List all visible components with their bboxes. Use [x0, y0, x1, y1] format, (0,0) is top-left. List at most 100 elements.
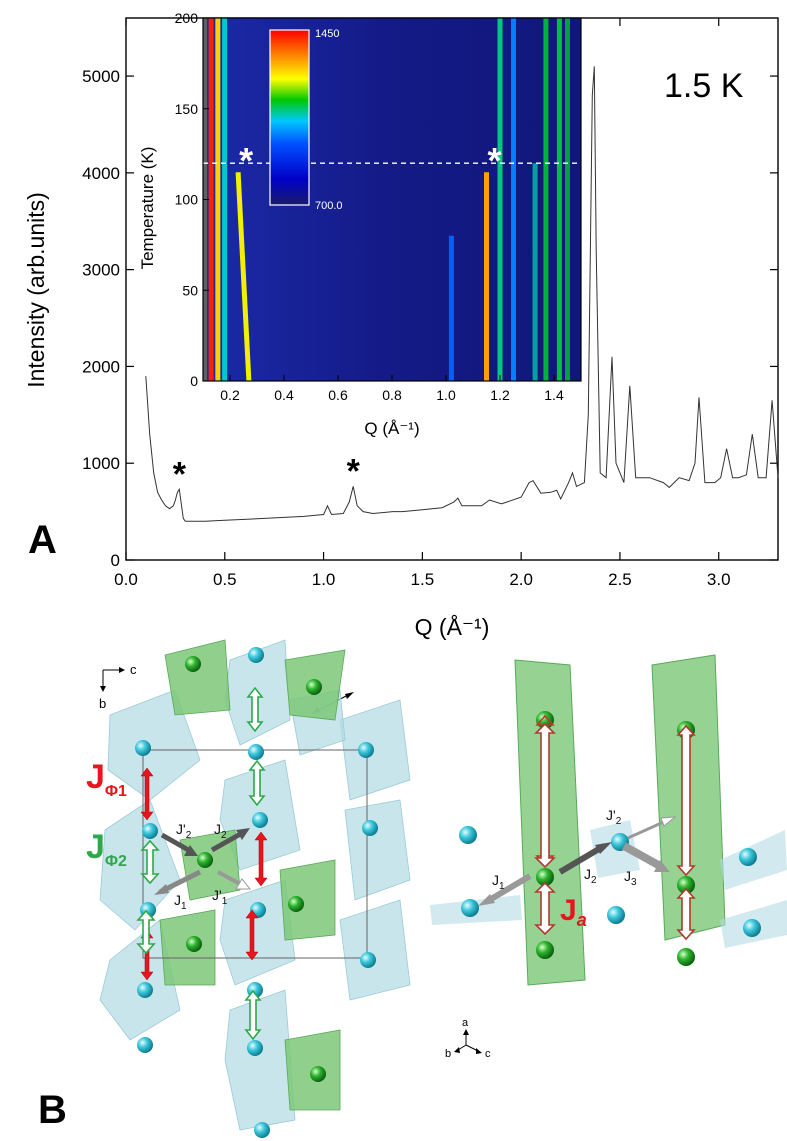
inset-y-tick-label: 150	[175, 101, 199, 117]
green-atom	[310, 1066, 326, 1082]
green-atom	[288, 896, 304, 912]
main-y-tick-label: 2000	[82, 357, 120, 376]
axis-c-label-right: c	[485, 1048, 491, 1060]
right-axes-indicator: a b c	[445, 1017, 491, 1060]
j1-label-left: J1	[174, 892, 187, 912]
main-x-tick-label: 1.5	[411, 570, 435, 589]
inset-y-tick-label: 50	[182, 282, 198, 298]
cyan-atom	[358, 742, 374, 758]
inset-peak-star: *	[239, 140, 253, 181]
axis-c-label: c	[130, 662, 137, 677]
axis-b-label-right: b	[445, 1048, 451, 1060]
inset-x-tick-label: 1.2	[490, 387, 510, 403]
j3-label-right: J3	[624, 868, 637, 888]
cyan-atom	[247, 1040, 263, 1056]
inset-x-tick-label: 0.6	[328, 387, 348, 403]
main-peak-markers: * *	[173, 452, 361, 493]
main-y-tick-label: 5000	[82, 67, 120, 86]
inset-x-ticks: 0.2 0.4 0.6 0.8 1.0 1.2 1.4	[220, 375, 564, 403]
inset-y-label: Temperature (K)	[138, 147, 157, 270]
j-prime-2-label-right: J'2	[606, 807, 622, 827]
cyan-polyhedra	[99, 639, 411, 1131]
inset-x-tick-label: 1.4	[544, 387, 564, 403]
right-labels: J'2 J1 J2 J3 Ja	[492, 807, 637, 930]
main-x-tick-label: 2.0	[509, 570, 533, 589]
green-atom	[677, 876, 695, 894]
main-peak-star: *	[347, 452, 361, 490]
inset-x-tick-label: 0.4	[274, 387, 294, 403]
inset-y-ticks: 0 50 100 150 200	[175, 10, 209, 389]
axis-b-label: b	[99, 696, 106, 711]
cyan-atom	[142, 823, 158, 839]
diffraction-curve	[145, 66, 779, 522]
cyan-atom	[252, 812, 268, 828]
inset-x-tick-label: 0.8	[382, 387, 402, 403]
inset-y-tick-label: 0	[190, 373, 198, 389]
main-y-label: Intensity (arb.units)	[23, 192, 49, 388]
main-x-label: Q (Å⁻¹)	[415, 613, 490, 640]
inset-x-label: Q (Å⁻¹)	[364, 419, 419, 438]
main-y-tick-label: 0	[111, 551, 120, 570]
cyan-atom	[135, 740, 151, 756]
cyan-atom	[743, 919, 761, 937]
inset-x-tick-label: 1.0	[436, 387, 456, 403]
main-x-tick-label: 1.0	[312, 570, 336, 589]
left-arrows	[136, 686, 268, 1041]
green-atom	[677, 948, 695, 966]
main-x-tick-label: 0.0	[114, 570, 138, 589]
cyan-atom	[461, 899, 479, 917]
cyan-atom	[739, 848, 757, 866]
panel-b-letter: B	[38, 1088, 67, 1132]
main-peak-star: *	[173, 455, 187, 493]
cyan-atom	[459, 826, 477, 844]
left-labels: JΦ1 JΦ2 J'2 J2 J1 J'1	[86, 758, 228, 912]
cyan-atom	[362, 820, 378, 836]
right-atoms	[459, 711, 761, 966]
cyan-atom	[137, 1037, 153, 1053]
panel-b: B c b	[38, 639, 787, 1138]
green-atom	[197, 852, 213, 868]
j2-label-right: J2	[584, 866, 597, 886]
right-arrows	[478, 714, 696, 941]
green-atom	[185, 656, 201, 672]
colorbar	[269, 29, 310, 206]
green-atom	[306, 679, 322, 695]
j2-label-left: J2	[214, 821, 227, 841]
inset-y-tick-label: 200	[175, 10, 199, 26]
temperature-annotation: 1.5 K	[664, 67, 744, 105]
j-a-label: Ja	[560, 894, 587, 930]
j-prime-1-label-left: J'1	[212, 887, 228, 907]
panel-a-letter: A	[28, 518, 57, 562]
left-atoms	[135, 647, 378, 1138]
inset-y-tick-label: 100	[175, 192, 199, 208]
cyan-atom	[607, 906, 625, 924]
inset-x-tick-label: 0.2	[220, 387, 240, 403]
cyan-atom	[254, 1122, 270, 1138]
inset-peak-markers: * *	[239, 140, 501, 181]
inset-background	[203, 18, 581, 381]
cyan-atom	[360, 952, 376, 968]
main-y-tick-label: 1000	[82, 454, 120, 473]
main-x-tick-label: 2.5	[608, 570, 632, 589]
cyan-atom	[248, 647, 264, 663]
panel-a: 0.0 0.5 1.0 1.5 2.0 2.5 3.0 010002000300040005…	[23, 10, 779, 640]
main-x-tick-label: 3.0	[707, 570, 731, 589]
green-polyhedra	[159, 639, 346, 1111]
main-x-tick-label: 0.5	[213, 570, 237, 589]
main-y-tick-label: 3000	[82, 261, 120, 280]
cyan-atom	[248, 744, 264, 760]
colorbar-max-label: 1450	[315, 28, 339, 40]
cyan-atom	[137, 982, 153, 998]
main-y-tick-label: 4000	[82, 164, 120, 183]
main-x-ticks: 0.0 0.5 1.0 1.5 2.0 2.5 3.0	[114, 18, 731, 589]
inset-features	[203, 18, 570, 382]
inset-peak-line	[235, 172, 252, 382]
j-phi1-label: JΦ1	[86, 758, 127, 800]
green-atom	[536, 941, 554, 959]
axis-a-label-right: a	[462, 1017, 469, 1029]
inset-peak-star: *	[487, 140, 501, 181]
left-axes-indicator: c b	[99, 662, 137, 711]
colorbar-min-label: 700.0	[315, 200, 343, 212]
